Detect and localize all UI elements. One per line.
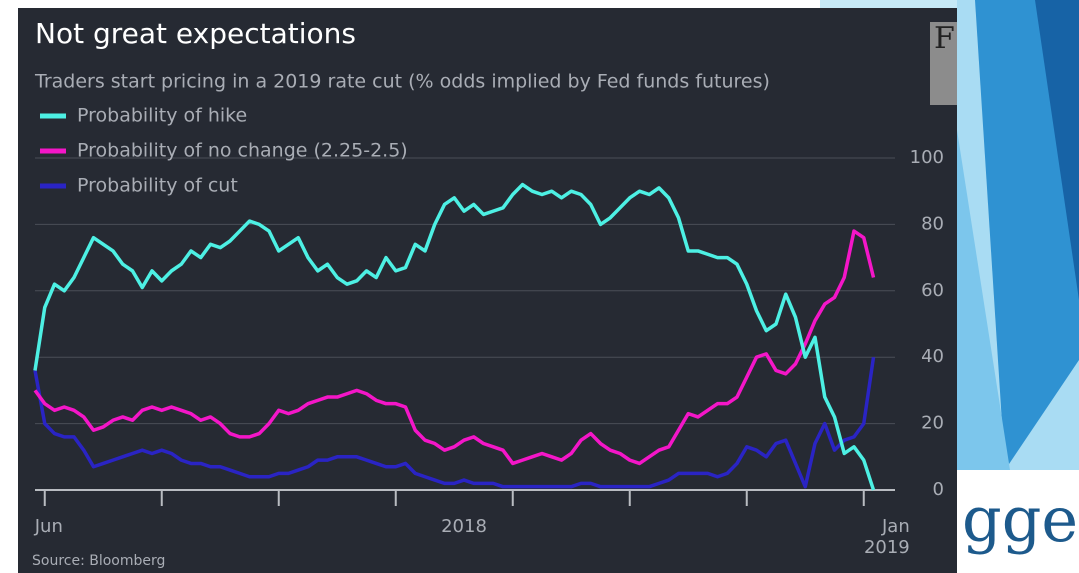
- x-tick-label: Jan 2019: [863, 516, 910, 558]
- series-line: [33, 229, 876, 466]
- y-tick-label: 20: [921, 413, 944, 434]
- slide-background: [957, 470, 1079, 573]
- logo-fragment: gger: [962, 483, 1079, 556]
- x-tick-label: Jun: [34, 516, 63, 537]
- source: Source: Bloomberg: [32, 553, 165, 569]
- y-tick-label: 60: [921, 280, 944, 301]
- series-line: [33, 356, 876, 489]
- slide-shape: [1035, 0, 1079, 300]
- slide-background: [820, 0, 957, 8]
- y-tick-label: 0: [933, 479, 944, 500]
- y-tick-label: 100: [910, 147, 944, 168]
- slide-shape: [957, 130, 1010, 470]
- series-line: [33, 182, 876, 491]
- chart-subtitle: Traders start pricing in a 2019 rate cut…: [34, 71, 770, 93]
- tab: [930, 22, 957, 105]
- legend-label: Probability of cut: [77, 175, 238, 197]
- legend-label: Probability of no change (2.25-2.5): [77, 140, 408, 162]
- tab-text: F: [934, 21, 955, 56]
- y-tick-label: 80: [921, 213, 944, 234]
- y-tick-label: 40: [921, 346, 944, 367]
- legend-label: Probability of hike: [77, 105, 247, 127]
- chart-title: Not great expectations: [35, 17, 356, 50]
- x-tick-label: 2018: [441, 516, 487, 537]
